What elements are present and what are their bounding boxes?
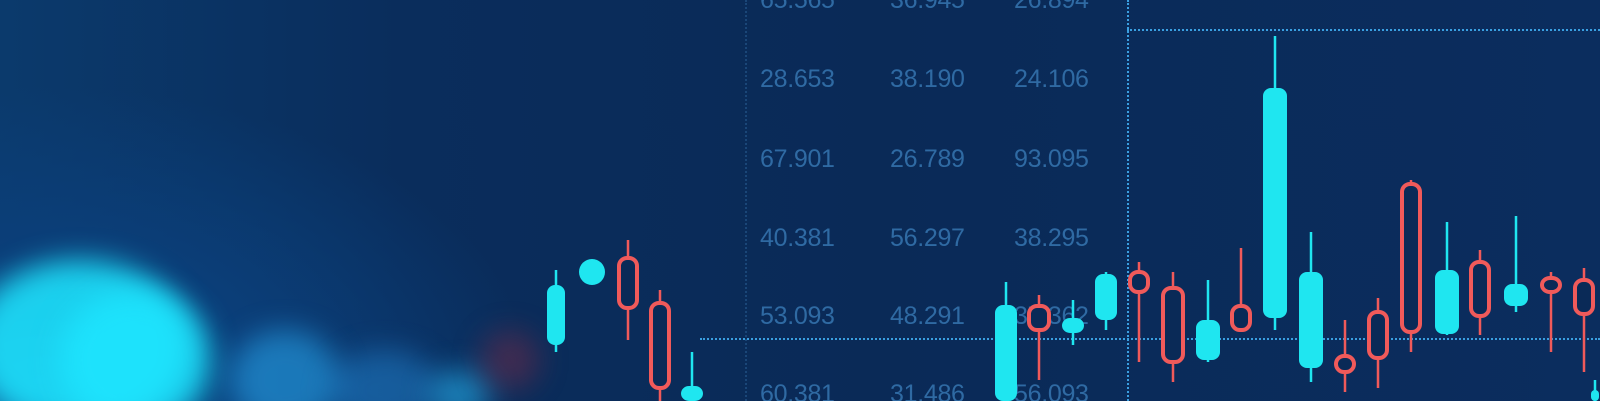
table-cell: 65.565	[760, 0, 835, 14]
bearish-candle	[1400, 182, 1422, 334]
number-table: 65.565 36.945 26.894 28.653 38.190 24.10…	[760, 0, 1120, 401]
table-cell: 40.381	[760, 224, 835, 252]
table-cell: 53.093	[760, 302, 835, 330]
bullish-candle	[1196, 320, 1220, 360]
bullish-candle	[1591, 390, 1599, 401]
table-cell: 26.789	[890, 145, 965, 173]
bullish-candle	[1299, 272, 1323, 368]
table-cell: 31.486	[890, 380, 965, 401]
bullish-candle	[1062, 318, 1084, 333]
bearish-candle	[1027, 304, 1051, 332]
glow-dot	[579, 259, 605, 285]
bearish-candle	[1334, 354, 1356, 374]
table-cell: 60.381	[760, 380, 835, 401]
table-cell: 24.106	[1014, 65, 1089, 93]
bullish-candle	[995, 305, 1017, 401]
table-cell: 67.901	[760, 145, 835, 173]
candlesticks	[547, 36, 1599, 401]
bearish-candle	[1128, 270, 1150, 294]
crosshair-vertical-line	[1127, 0, 1129, 401]
faint-gridline	[745, 0, 747, 401]
table-cell: 38.190	[890, 65, 965, 93]
bokeh-glow	[480, 330, 540, 390]
bearish-candle	[1540, 276, 1562, 294]
bullish-candle	[547, 285, 565, 345]
table-cell: 26.894	[1014, 0, 1089, 14]
bearish-candle	[1230, 304, 1252, 332]
table-cell: 36.945	[890, 0, 965, 14]
bearish-candle	[617, 256, 639, 310]
bearish-candle	[1573, 278, 1595, 316]
bearish-candle	[1367, 310, 1389, 360]
table-cell: 93.095	[1014, 145, 1089, 173]
table-cell: 28.653	[760, 65, 835, 93]
bullish-candle	[681, 386, 703, 401]
crosshair-horizontal-line	[1127, 29, 1600, 31]
bearish-candle	[1161, 286, 1185, 364]
bullish-candle	[1504, 284, 1528, 306]
bokeh-glow	[60, 290, 210, 401]
crosshair-horizontal-line	[700, 338, 1600, 340]
bullish-candle	[1263, 88, 1287, 318]
table-cell: 56.093	[1014, 380, 1089, 401]
bokeh-glow	[230, 330, 340, 401]
bullish-candle	[1095, 274, 1117, 320]
bearish-candle	[649, 301, 671, 390]
bullish-candle	[1435, 270, 1459, 334]
table-cell: 38.295	[1014, 224, 1089, 252]
bearish-candle	[1469, 260, 1491, 318]
table-cell: 48.291	[890, 302, 965, 330]
table-cell: 56.297	[890, 224, 965, 252]
